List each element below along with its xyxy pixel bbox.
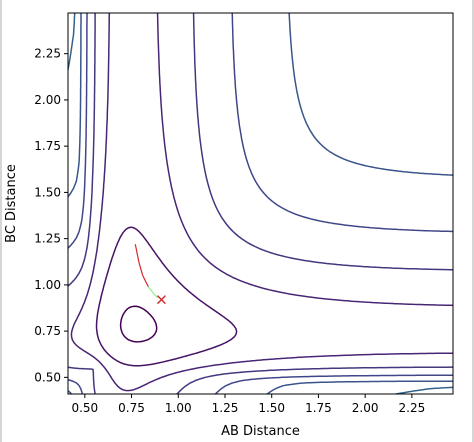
y-axis-ticks: 0.50 0.75 1.00 1.25 1.50 1.75 2.00 2.25 bbox=[34, 47, 68, 384]
contour-level-4 bbox=[68, 13, 453, 394]
x-tick-label: 2.25 bbox=[399, 401, 426, 415]
right-edge-bar bbox=[472, 0, 474, 442]
contour-level-1 bbox=[119, 305, 158, 343]
trajectory-segment bbox=[142, 275, 149, 287]
contour-level-5 bbox=[68, 13, 453, 394]
end-marker bbox=[156, 295, 166, 305]
x-tick-label: 0.50 bbox=[71, 401, 98, 415]
y-tick-label: 1.50 bbox=[34, 185, 61, 199]
trajectory bbox=[134, 244, 159, 299]
x-tick-label: 2.00 bbox=[352, 401, 379, 415]
contour-level-6 bbox=[68, 13, 453, 394]
contour-level-2 bbox=[95, 226, 238, 367]
x-tick-label: 1.75 bbox=[305, 401, 332, 415]
trajectory-segment bbox=[138, 262, 144, 276]
trajectory-segment bbox=[153, 293, 159, 299]
y-axis-label: BC Distance bbox=[4, 164, 19, 243]
left-edge-bar bbox=[0, 0, 2, 442]
x-axis-label: AB Distance bbox=[221, 424, 300, 439]
contour-level-3 bbox=[70, 13, 453, 392]
y-tick-label: 1.75 bbox=[34, 139, 61, 153]
plot-background bbox=[68, 13, 453, 394]
y-tick-label: 2.00 bbox=[34, 93, 61, 107]
y-tick-label: 1.25 bbox=[34, 232, 61, 246]
trajectory-segment bbox=[147, 286, 155, 295]
plot-frame bbox=[67, 12, 454, 395]
x-marker bbox=[156, 295, 166, 305]
x-tick-label: 1.00 bbox=[165, 401, 192, 415]
y-tick-label: 0.50 bbox=[34, 370, 61, 384]
x-tick-label: 1.50 bbox=[258, 401, 285, 415]
trajectory-segment bbox=[134, 244, 140, 263]
x-axis-ticks: 0.50 0.75 1.00 1.25 1.50 1.75 2.00 2.25 bbox=[71, 394, 425, 415]
y-tick-label: 2.25 bbox=[34, 47, 61, 61]
y-tick-label: 0.75 bbox=[34, 324, 61, 338]
x-tick-label: 0.75 bbox=[118, 401, 145, 415]
y-tick-label: 1.00 bbox=[34, 278, 61, 292]
x-tick-label: 1.25 bbox=[212, 401, 239, 415]
